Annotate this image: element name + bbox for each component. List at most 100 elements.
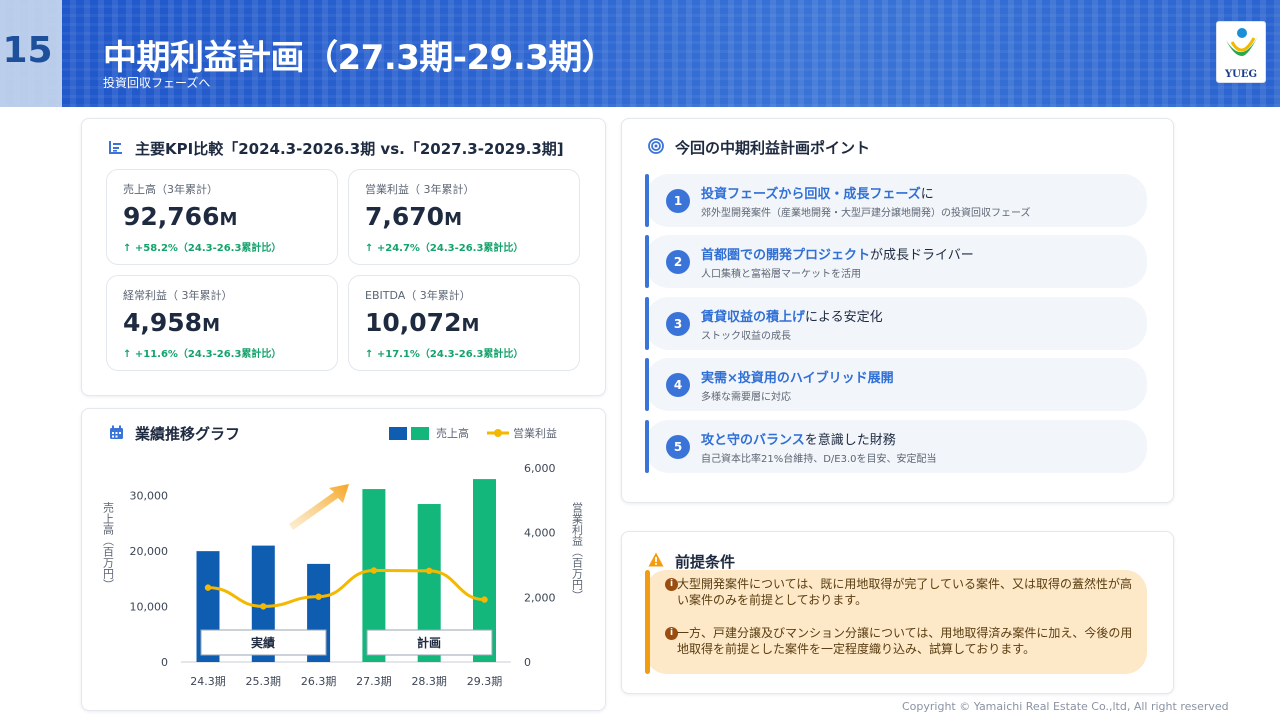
point-description: 人口集積と富裕層マーケットを活用 [701,269,861,280]
y-tick-label: 20,000 [130,545,169,558]
kpi-unit: M [202,315,220,336]
y-tick-label: 0 [161,656,168,669]
points-section-title: 今回の中期利益計画ポイント [675,139,871,157]
point-accent-bar [645,420,649,473]
city-background-image [0,0,1280,107]
point-accent-bar [645,174,649,227]
kpi-number: 92,766 [123,202,220,231]
point-number: 2 [666,250,690,274]
actual-label: 実績 [251,635,275,650]
x-tick-label: 28.3期 [411,675,447,688]
page-subtitle: 投資回収フェーズへ [103,76,211,90]
warning-icon [648,552,664,567]
info-icon: i [665,627,678,640]
conditions-box: i 大型開発案件については、既に用地取得が完了している案件、又は取得の蓋然性が高… [645,570,1147,674]
kpi-number: 10,072 [365,308,462,337]
kpi-unit: M [444,209,462,230]
point-heading-bold: 賃貸収益の積上げ [701,310,806,325]
left-axis-label: 売上高（百万円） [102,502,115,590]
actual-label-box: 実績 [200,629,327,656]
performance-chart-card: 業績推移グラフ [81,408,606,711]
header-banner: 15 中期利益計画（27.3期-29.3期） 投資回収フェーズへ YUEG [0,0,1280,107]
plan-label: 計画 [417,635,441,650]
growth-arrow-icon [289,484,349,530]
x-tick-label: 25.3期 [246,675,281,688]
point-heading-bold: 攻と守のバランス [701,433,805,448]
kpi-comparison-card: 主要KPI比較「2024.3-2026.3期 vs.「2027.3-2029.3… [81,118,606,396]
page-title: 中期利益計画（27.3期-29.3期） [103,38,616,78]
y2-tick-label: 6,000 [524,462,556,475]
chart-bar-icon [109,141,122,154]
kpi-change: ↑ +58.2%（24.3-26.3累計比） [123,243,282,254]
point-item-5: 5 攻と守のバランスを意識した財務 自己資本比率21%台維持、D/E3.0を目安… [645,420,1147,473]
page-number-box [0,0,62,107]
company-logo: YUEG [1216,21,1266,83]
point-heading-rest: が成長ドライバー [870,248,974,263]
kpi-card-ebitda: EBITDA（ 3年累計） 10,072M ↑ +17.1%（24.3-26.3… [348,275,580,371]
logo-text: YUEG [1224,69,1258,80]
bar-sales-28.3期 [417,504,441,662]
point-heading-bold: 首都圏での開発プロジェクト [701,248,871,263]
point-number: 5 [666,435,690,459]
bar-sales-29.3期 [473,479,496,662]
point-heading: 首都圏での開発プロジェクトが成長ドライバー [701,244,974,263]
actual-label-frame [200,629,327,656]
point-description: 自己資本比率21%台維持、D/E3.0を目安、安定配当 [701,454,937,465]
logo-mark-icon [1226,28,1258,56]
x-tick-label: 24.3期 [190,675,226,688]
condition-item-1: 大型開発案件については、既に用地取得が完了している案件、又は取得の蓋然性が高い案… [677,577,1133,607]
point-heading-bold: 実需×投資用のハイブリッド展開 [701,371,894,386]
info-icon: i [665,578,678,591]
conditions-title: 前提条件 [675,553,736,571]
target-icon [648,138,664,154]
legend-swatch-profit-dot [494,429,502,437]
point-item-2: 2 首都圏での開発プロジェクトが成長ドライバー 人口集積と富裕層マーケットを活用 [645,235,1147,288]
calendar-icon [110,425,123,439]
point-accent-bar [645,297,649,350]
y2-tick-label: 0 [524,656,531,669]
point-operating-profit-27.3期 [370,567,378,574]
point-accent-bar [645,358,649,411]
plan-label-frame [366,629,493,656]
point-heading-rest: に [920,187,934,202]
point-heading: 投資フェーズから回収・成長フェーズに [701,183,934,202]
kpi-value: 92,766M [123,202,237,231]
point-description: ストック収益の成長 [701,331,791,342]
right-axis-label: 営業利益（百万円） [571,501,584,601]
y-tick-label: 30,000 [130,490,169,503]
y2-tick-label: 4,000 [524,527,556,540]
kpi-label: 経常利益（ 3年累計） [123,289,233,302]
kpi-label: EBITDA（ 3年累計） [365,289,471,302]
point-item-3: 3 賃貸収益の積上げによる安定化 ストック収益の成長 [645,297,1147,350]
point-heading-rest: による安定化 [805,310,883,325]
kpi-number: 4,958 [123,308,203,337]
point-heading: 賃貸収益の積上げによる安定化 [701,306,883,325]
kpi-card-ordinary-profit: 経常利益（ 3年累計） 4,958M ↑ +11.6%（24.3-26.3累計比… [106,275,338,371]
conditions-accent-bar [645,570,650,674]
legend-label-sales: 売上高 [436,426,469,440]
kpi-unit: M [461,315,480,336]
point-description: 多様な需要層に対応 [701,392,791,403]
point-number: 3 [666,312,690,336]
point-number: 4 [666,373,690,397]
point-description: 郊外型開発案件（産業地開発・大型戸建分譲地開発）の投資回収フェーズ [701,208,1031,219]
y-tick-label: 10,000 [130,601,169,614]
x-tick-label: 27.3期 [356,675,392,688]
point-heading: 攻と守のバランスを意識した財務 [701,429,896,448]
point-item-4: 4 実需×投資用のハイブリッド展開 多様な需要層に対応 [645,358,1147,411]
performance-chart: 売上高 営業利益 売上高（百万円） 営業利益（百万円） 0 10,000 20,00… [102,426,584,688]
kpi-label: 売上高（3年累計） [123,183,218,196]
bar-sales-27.3期 [362,489,386,662]
plan-label-box: 計画 [366,629,493,656]
point-operating-profit-26.3期 [315,593,322,600]
chart-section-title: 業績推移グラフ [135,425,241,443]
point-heading-bold: 投資フェーズから回収・成長フェーズ [701,187,921,202]
condition-item-2: 一方、戸建分譲及びマンション分譲については、用地取得済み案件に加え、今後の用地取… [677,626,1133,656]
kpi-unit: M [219,209,238,230]
x-tick-label: 26.3期 [301,675,337,688]
page-number: 15 [2,30,53,71]
y2-tick-label: 2,000 [524,591,556,604]
kpi-label: 営業利益（ 3年累計） [365,183,475,196]
kpi-change: ↑ +24.7%（24.3-26.3累計比） [365,243,524,254]
kpi-section-title: 主要KPI比較「2024.3-2026.3期 vs.「2027.3-2029.3… [135,140,564,158]
